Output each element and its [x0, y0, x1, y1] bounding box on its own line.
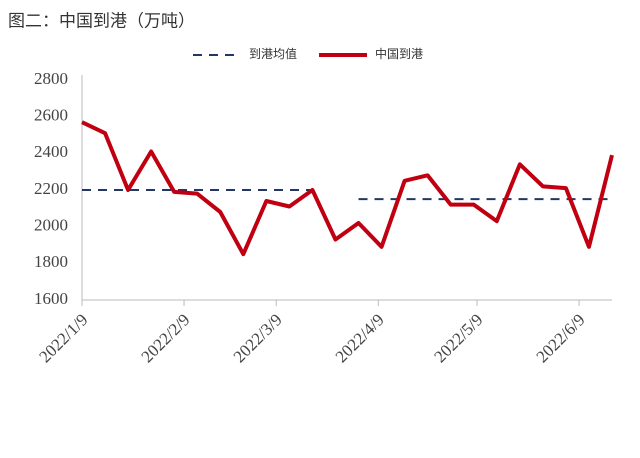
legend-label: 到港均值 — [249, 46, 297, 61]
legend-label: 中国到港 — [375, 46, 423, 61]
y-tick-label: 1600 — [34, 289, 68, 308]
y-tick-label: 1800 — [34, 252, 68, 271]
x-tick-label: 2022/4/9 — [332, 310, 388, 366]
x-tick-label: 2022/5/9 — [430, 310, 486, 366]
x-tick-label: 2022/3/9 — [230, 310, 286, 366]
series-line — [82, 189, 612, 201]
x-tick-label: 2022/6/9 — [532, 310, 588, 366]
x-tick-label: 2022/1/9 — [35, 310, 91, 366]
y-tick-label: 2600 — [34, 106, 68, 125]
y-tick-label: 2400 — [34, 142, 68, 161]
x-tick-label: 2022/2/9 — [137, 310, 193, 366]
y-tick-label: 2800 — [34, 69, 68, 88]
chart-title: 图二：中国到港（万吨） — [8, 11, 195, 30]
y-tick-label: 2000 — [34, 216, 68, 235]
y-tick-label: 2200 — [34, 179, 68, 198]
series-line — [81, 120, 614, 257]
